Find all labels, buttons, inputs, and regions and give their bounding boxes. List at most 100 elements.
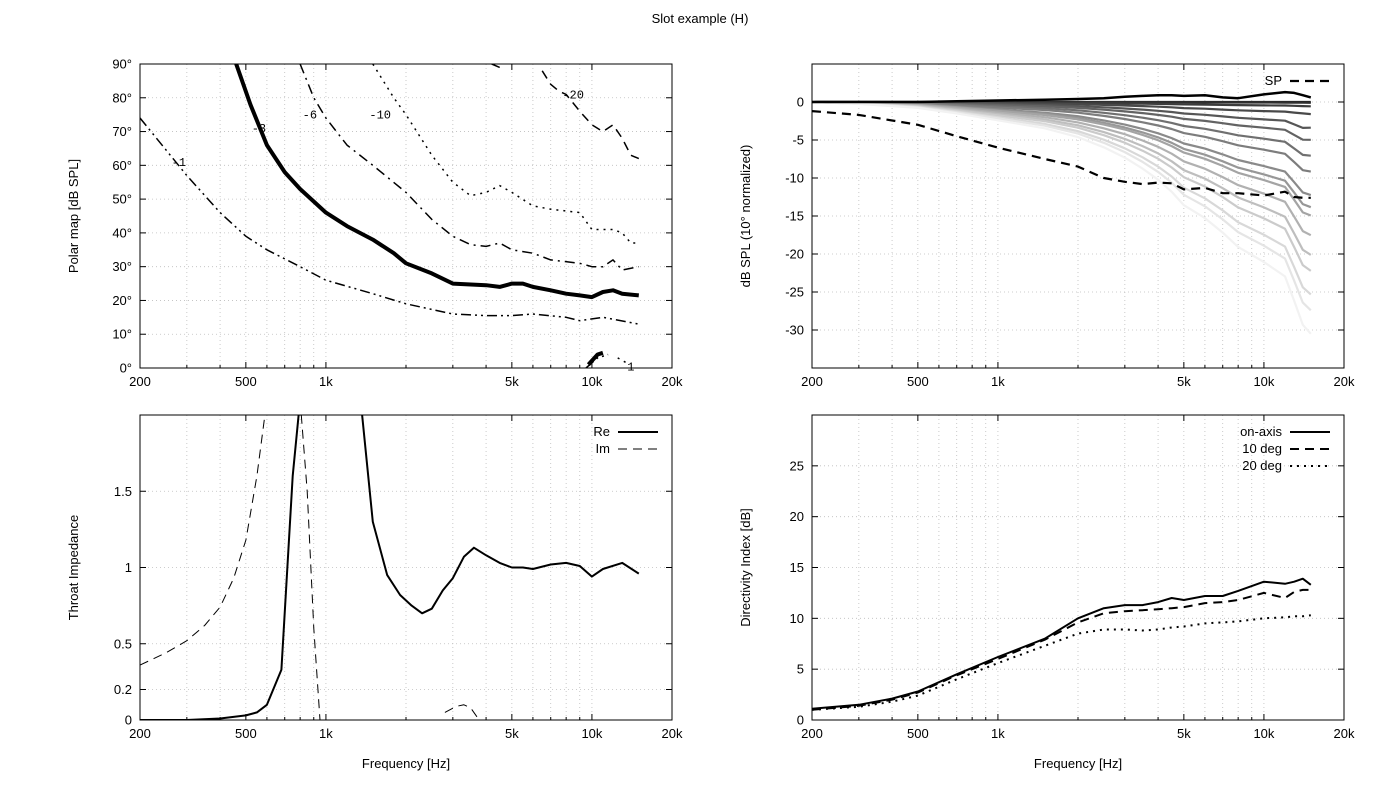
x-tick-label: 5k bbox=[505, 374, 519, 389]
x-tick-label: 1k bbox=[991, 374, 1005, 389]
x-tick-label: 1k bbox=[319, 726, 333, 741]
family-curve bbox=[812, 100, 1312, 272]
plot-frame bbox=[811, 63, 1345, 369]
plot-area bbox=[140, 415, 640, 720]
x-tick-label: 10k bbox=[581, 726, 602, 741]
series-line bbox=[812, 588, 1311, 711]
series-line bbox=[372, 64, 639, 244]
legend-label: Re bbox=[593, 424, 610, 439]
x-tick-label: 500 bbox=[907, 374, 929, 389]
x-tick-label: 200 bbox=[129, 726, 151, 741]
y-tick-label: 25 bbox=[790, 458, 804, 473]
panel-normalized-spl: 200 500 1k 5k 10k 20k 0 -5 -10 -15 -20 -25 -30 dB SPL… bbox=[738, 63, 1355, 389]
plot-area bbox=[812, 577, 1312, 711]
y-tick-label: -10 bbox=[785, 171, 804, 186]
y-axis-label: Polar map [dB SPL] bbox=[66, 159, 81, 273]
y-tick-label: -20 bbox=[785, 247, 804, 262]
family-curve bbox=[812, 100, 1312, 312]
x-tick-label: 20k bbox=[662, 726, 683, 741]
series-line bbox=[140, 415, 640, 720]
x-tick-label: 500 bbox=[235, 374, 257, 389]
contour-label: -1 bbox=[172, 156, 186, 170]
panel-throat-impedance: 200 500 1k 5k 10k 20k 0 0.2 0.5 1 1.5 Throat Impeda… bbox=[66, 414, 683, 771]
y-tick-label: -30 bbox=[785, 323, 804, 338]
y-tick-label: 15 bbox=[790, 560, 804, 575]
x-tick-label: 200 bbox=[801, 374, 823, 389]
x-tick-label: 200 bbox=[129, 374, 151, 389]
legend-label: on-axis bbox=[1240, 424, 1282, 439]
y-axis-label: Directivity Index [dB] bbox=[738, 508, 753, 627]
y-tick-label: 50° bbox=[112, 192, 132, 207]
x-tick-label: 20k bbox=[662, 374, 683, 389]
x-tick-label: 20k bbox=[1334, 726, 1355, 741]
family-curve bbox=[812, 100, 1312, 217]
y-tick-label: 90° bbox=[112, 57, 132, 72]
series-line bbox=[234, 64, 640, 300]
y-tick-label: 0° bbox=[120, 361, 132, 376]
x-tick-label: 20k bbox=[1334, 374, 1355, 389]
x-tick-label: 10k bbox=[581, 374, 602, 389]
x-tick-label: 5k bbox=[1177, 726, 1191, 741]
y-tick-label: 20 bbox=[790, 509, 804, 524]
y-tick-label: 0 bbox=[797, 95, 804, 110]
series-line bbox=[140, 117, 639, 325]
family-curve bbox=[812, 100, 1312, 296]
plot-frame bbox=[811, 414, 1345, 721]
x-tick-label: 5k bbox=[1177, 374, 1191, 389]
legend-label: 20 deg bbox=[1242, 458, 1282, 473]
legend-label: Im bbox=[596, 441, 610, 456]
x-tick-label: 200 bbox=[801, 726, 823, 741]
y-tick-label: 0.2 bbox=[114, 682, 132, 697]
series-line bbox=[444, 704, 478, 718]
y-tick-label: 5 bbox=[797, 662, 804, 677]
y-tick-label: 20° bbox=[112, 293, 132, 308]
y-tick-label: 10 bbox=[790, 611, 804, 626]
contour-label: -3 bbox=[252, 122, 266, 136]
y-tick-label: -15 bbox=[785, 209, 804, 224]
series-line bbox=[812, 90, 1312, 104]
y-tick-label: -25 bbox=[785, 285, 804, 300]
panel-directivity-index: 200 500 1k 5k 10k 20k 0 5 10 15 20 25 Directivity In… bbox=[738, 414, 1355, 771]
plot-frame bbox=[139, 414, 673, 721]
series-line bbox=[541, 70, 640, 160]
x-tick-label: 10k bbox=[1253, 726, 1274, 741]
x-tick-label: 1k bbox=[319, 374, 333, 389]
y-tick-label: 40° bbox=[112, 225, 132, 240]
panel-polar-map: 200 500 1k 5k 10k 20k 0° 10° 20° 30° 40° 50° 60° 70° 8… bbox=[66, 57, 683, 390]
series-line bbox=[812, 577, 1312, 710]
figure-title: Slot example (H) bbox=[652, 11, 749, 26]
series-line bbox=[586, 350, 604, 366]
legend-label: SP bbox=[1265, 73, 1282, 88]
y-tick-label: 30° bbox=[112, 259, 132, 274]
plot-area bbox=[812, 90, 1312, 335]
y-axis-label: dB SPL (10° normalized) bbox=[738, 145, 753, 288]
contour-label: 1 bbox=[627, 360, 634, 374]
series-line bbox=[300, 415, 321, 720]
y-axis-label: Throat Impedance bbox=[66, 515, 81, 621]
plot-frame bbox=[139, 63, 673, 369]
y-tick-label: 70° bbox=[112, 124, 132, 139]
x-axis-label: Frequency [Hz] bbox=[1034, 756, 1122, 771]
x-tick-label: 5k bbox=[505, 726, 519, 741]
x-tick-label: 10k bbox=[1253, 374, 1274, 389]
family-curve bbox=[812, 100, 1311, 173]
x-tick-label: 500 bbox=[235, 726, 257, 741]
series-line bbox=[491, 64, 500, 69]
y-tick-label: 10° bbox=[112, 327, 132, 342]
x-axis-label: Frequency [Hz] bbox=[362, 756, 450, 771]
x-tick-label: 1k bbox=[991, 726, 1005, 741]
y-tick-label: 60° bbox=[112, 158, 132, 173]
contour-label: -6 bbox=[303, 109, 317, 123]
series-line bbox=[140, 415, 266, 666]
y-tick-label: 0 bbox=[797, 713, 804, 728]
series-line bbox=[617, 357, 627, 364]
series-line bbox=[812, 614, 1311, 711]
y-tick-label: 0 bbox=[125, 713, 132, 728]
series-line bbox=[299, 64, 639, 271]
y-tick-label: 80° bbox=[112, 90, 132, 105]
y-tick-label: -5 bbox=[792, 133, 804, 148]
legend-label: 10 deg bbox=[1242, 441, 1282, 456]
y-tick-label: 1 bbox=[125, 560, 132, 575]
x-tick-label: 500 bbox=[907, 726, 929, 741]
